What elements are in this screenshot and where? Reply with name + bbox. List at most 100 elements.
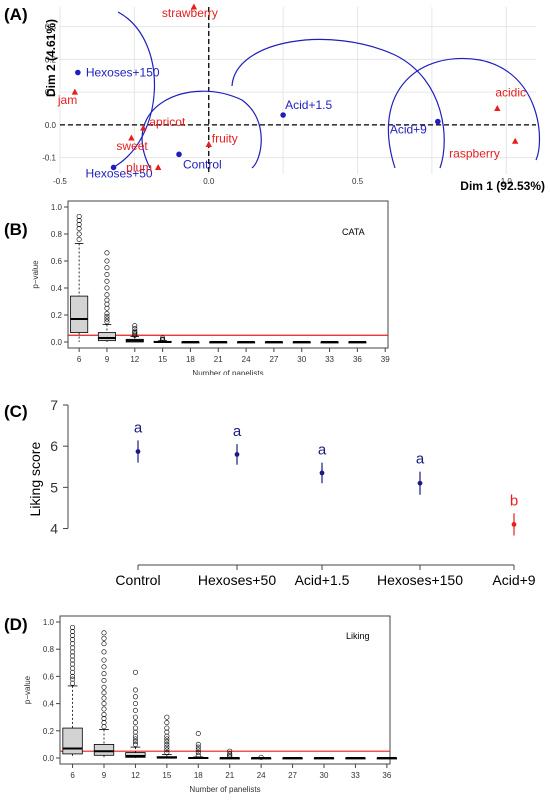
box [125, 752, 146, 758]
outlier-point [104, 311, 110, 317]
x-tick-label: Hexoses+150 [377, 572, 463, 588]
x-tick-label: 33 [325, 355, 334, 364]
x-tick-label: 36 [353, 355, 362, 364]
outlier-point [104, 285, 110, 291]
plot-frame [59, 615, 391, 765]
y-tick-label: 0.0 [51, 338, 63, 347]
panel-d-label: (D) [4, 615, 28, 634]
x-tick-label: 9 [105, 355, 110, 364]
y-tick-label: 5 [50, 479, 58, 495]
liking-errorbar-chart: (C) 4 5 6 7 Liking score Control Hexoses+50 Aci… [4, 397, 536, 588]
outlier-point [101, 671, 107, 677]
outlier-point [132, 741, 138, 747]
outlier-point [70, 665, 76, 671]
outlier-point [132, 701, 138, 707]
attribute-point [205, 141, 212, 148]
y-tick-label: 0.2 [45, 55, 57, 64]
attribute-point [71, 88, 79, 95]
mean-point [135, 449, 141, 454]
point-label: jam [57, 93, 77, 107]
y-tick-label: 0.6 [43, 672, 55, 681]
outlier-point [104, 272, 110, 278]
x-tick-label: 1.0 [501, 177, 513, 186]
y-tick-label: 0.2 [51, 311, 63, 320]
outlier-point [195, 747, 201, 753]
x-axis-title: Number of panelists [189, 785, 260, 794]
x-tick-label: 0.0 [203, 177, 215, 186]
plot-frame [67, 200, 389, 349]
outlier-point [195, 731, 201, 737]
x-tick-label: 21 [214, 355, 223, 364]
outlier-point [132, 729, 138, 735]
outlier-point [101, 649, 107, 655]
x-tick-label: 27 [288, 771, 297, 780]
panel-c-label: (C) [4, 402, 28, 421]
x-tick-label: 39 [381, 355, 390, 364]
attribute-point [140, 124, 147, 131]
significance-letter: a [134, 419, 143, 436]
x-tick-label: 12 [131, 771, 140, 780]
x-tick-label: 27 [269, 355, 278, 364]
outlier-point [70, 676, 76, 682]
y-tick-label: 0.8 [43, 645, 55, 654]
outlier-point [132, 694, 138, 700]
outlier-point [101, 664, 107, 670]
box [62, 727, 83, 755]
outlier-point [104, 316, 110, 322]
outlier-point [104, 301, 110, 307]
outlier-point [104, 313, 110, 319]
product-point [75, 69, 81, 76]
x-tick-label: Acid+9 [492, 572, 535, 588]
box [70, 295, 89, 333]
x-tick-label: 33 [351, 771, 360, 780]
y-axis-title: p−value [31, 260, 40, 289]
outlier-point [101, 706, 107, 712]
y-axis-title: Dim 2 (4.61%) [44, 19, 58, 97]
product-point [280, 112, 286, 118]
confidence-ellipse [387, 58, 541, 169]
outlier-point [160, 335, 166, 341]
outlier-point [132, 739, 138, 745]
point-label: Control [183, 157, 222, 171]
mean-point [319, 470, 325, 476]
point-label: Hexoses+50 [86, 166, 153, 180]
outlier-point [132, 687, 138, 693]
y-tick-label: 1.0 [43, 618, 55, 627]
confidence-ellipse [231, 38, 445, 169]
outlier-point [70, 624, 76, 630]
panel-annotation: Liking [346, 631, 370, 641]
x-tick-label: 12 [130, 355, 139, 364]
outlier-point [76, 226, 82, 232]
x-tick-label: 9 [102, 771, 107, 780]
outlier-point [164, 714, 170, 720]
outlier-point [101, 641, 107, 647]
x-tick-label: -0.5 [53, 177, 67, 186]
outlier-point [227, 754, 233, 760]
outlier-point [101, 677, 107, 683]
x-tick-label: 30 [320, 771, 329, 780]
x-tick-label: 24 [242, 355, 251, 364]
outlier-point [76, 231, 82, 237]
outlier-point [132, 720, 138, 726]
outlier-point [76, 222, 82, 228]
outlier-point [164, 750, 170, 756]
y-tick-label: 0.1 [45, 88, 57, 97]
point-label: apricot [149, 115, 186, 129]
x-tick-label: 15 [162, 771, 171, 780]
outlier-point [70, 657, 76, 663]
x-tick-label: 30 [297, 355, 306, 364]
x-tick-label: Control [115, 572, 160, 588]
x-tick-label: 15 [158, 355, 167, 364]
outlier-point [164, 729, 170, 735]
y-tick-label: 0.4 [43, 700, 55, 709]
y-tick-label: 7 [50, 397, 58, 413]
outlier-point [70, 633, 76, 639]
outlier-point [164, 739, 170, 745]
outlier-point [132, 725, 138, 731]
outlier-point [258, 754, 264, 760]
liking-boxplot: (D) 0.0 0.2 0.4 0.6 0.8 1.0 6 9 12 15 18 21 24 27 30 33… [4, 615, 398, 794]
outlier-point [104, 319, 110, 325]
outlier-point [132, 669, 138, 675]
significance-letter: a [416, 451, 425, 468]
outlier-point [164, 733, 170, 739]
